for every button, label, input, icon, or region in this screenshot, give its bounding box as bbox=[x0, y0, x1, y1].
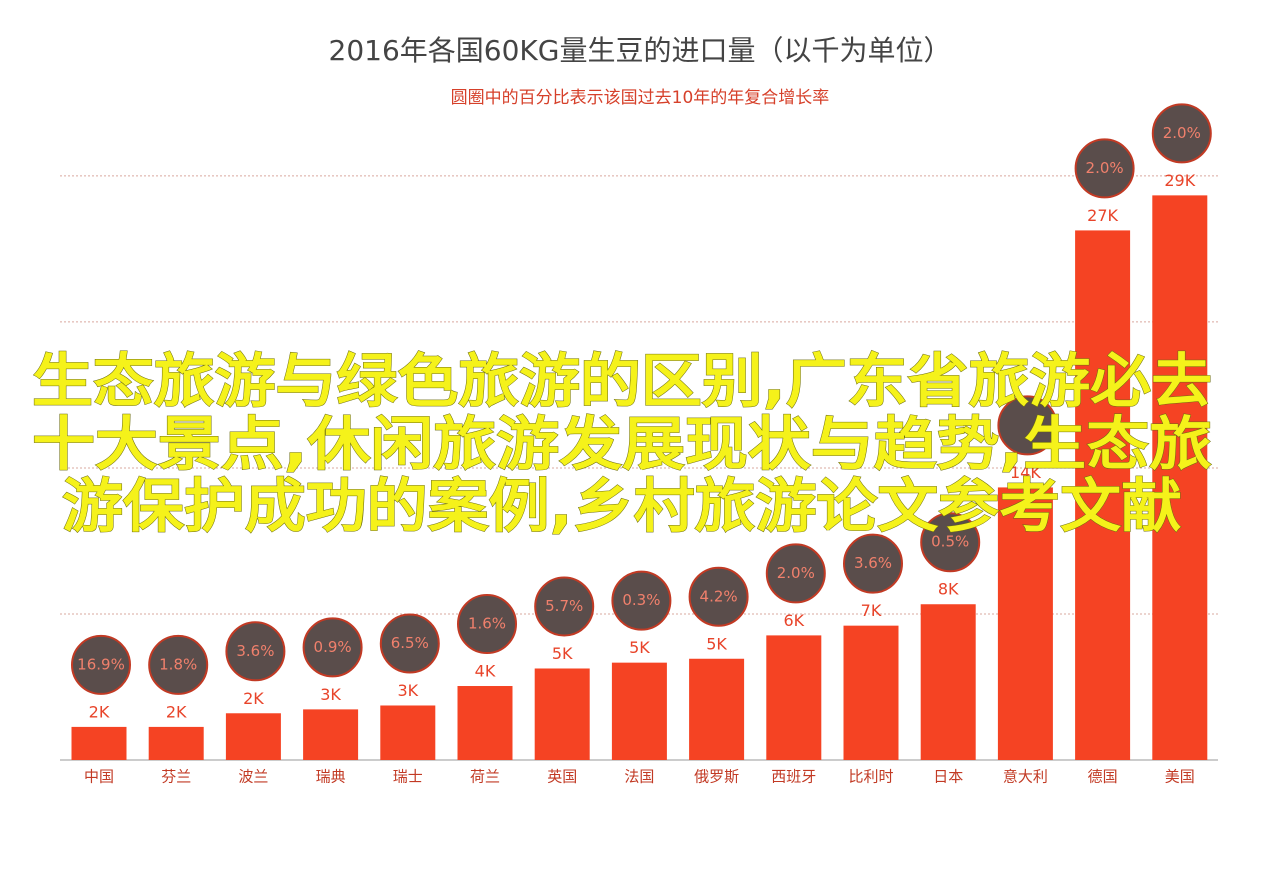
growth-label: 3.6% bbox=[854, 554, 892, 572]
chart-title: 2016年各国60KG量生豆的进口量（以千为单位） bbox=[329, 34, 952, 67]
growth-circle bbox=[843, 533, 903, 594]
growth-label: 0.3% bbox=[622, 591, 660, 609]
bar bbox=[920, 604, 976, 760]
x-tick-label: 日本 bbox=[933, 768, 963, 786]
overlay-text: 生态旅游与绿色旅游的区别,广东省旅游必去 bbox=[32, 347, 1212, 415]
growth-circle bbox=[534, 576, 595, 637]
value-label: 2K bbox=[243, 689, 264, 708]
value-label: 3K bbox=[397, 681, 418, 700]
value-label: 7K bbox=[861, 601, 882, 620]
x-tick-label: 美国 bbox=[1165, 768, 1195, 786]
bar bbox=[689, 658, 745, 760]
growth-label: 5.7% bbox=[545, 597, 583, 615]
value-label: 3K bbox=[320, 685, 341, 704]
growth-circle bbox=[457, 594, 517, 655]
bar bbox=[303, 709, 359, 760]
value-label: 14K bbox=[1010, 463, 1041, 482]
growth-circle bbox=[611, 570, 672, 631]
bar bbox=[225, 713, 281, 760]
growth-circle bbox=[71, 634, 131, 695]
x-tick-label: 俄罗斯 bbox=[694, 768, 739, 786]
growth-circle bbox=[997, 395, 1058, 456]
growth-label: 4.2% bbox=[700, 587, 738, 605]
overlay-text: 游保护成功的案例,乡村旅游论文参考文献 bbox=[62, 472, 1182, 540]
bar bbox=[148, 726, 204, 760]
x-tick-label: 德国 bbox=[1088, 768, 1118, 786]
growth-circle bbox=[1151, 103, 1212, 164]
value-label: 6K bbox=[783, 611, 804, 630]
value-label: 4K bbox=[475, 662, 496, 681]
x-tick-label: 意大利 bbox=[1003, 768, 1048, 786]
bar bbox=[997, 487, 1053, 760]
growth-label: 16.9% bbox=[77, 655, 125, 673]
value-label: 5K bbox=[552, 644, 573, 663]
value-label: 5K bbox=[706, 634, 727, 653]
value-label: 5K bbox=[629, 638, 650, 657]
value-label: 29K bbox=[1164, 171, 1195, 190]
bar bbox=[534, 668, 590, 760]
bar bbox=[71, 726, 127, 760]
growth-circle bbox=[1074, 138, 1135, 199]
growth-label: 2.0% bbox=[1086, 159, 1124, 177]
x-tick-label: 英国 bbox=[547, 768, 577, 786]
growth-label: 6.5% bbox=[391, 634, 429, 652]
growth-label: 1.8% bbox=[159, 655, 197, 673]
x-tick-label: 瑞典 bbox=[316, 768, 346, 786]
growth-label: 0.5% bbox=[931, 533, 969, 551]
chart-subtitle: 圆圈中的百分比表示该国过去10年的年复合增长率 bbox=[451, 88, 830, 108]
growth-circle bbox=[302, 617, 363, 678]
bar bbox=[1075, 230, 1131, 760]
x-tick-label: 法国 bbox=[624, 768, 654, 786]
x-tick-label: 中国 bbox=[84, 768, 114, 786]
growth-circle bbox=[688, 566, 749, 627]
growth-label: 1.6% bbox=[468, 615, 506, 633]
bar bbox=[843, 625, 899, 760]
x-tick-label: 芬兰 bbox=[161, 768, 191, 786]
growth-circle bbox=[765, 543, 826, 604]
growth-label: 2.0% bbox=[777, 564, 815, 582]
growth-circle bbox=[148, 634, 209, 695]
x-tick-label: 西班牙 bbox=[771, 768, 816, 786]
bar bbox=[1152, 195, 1208, 760]
growth-circle bbox=[920, 512, 981, 573]
growth-label: 3.6% bbox=[236, 642, 274, 660]
bar bbox=[380, 705, 436, 760]
growth-circle bbox=[379, 613, 440, 674]
overlay-text: 十大景点,休闲旅游发展现状与趋势,生态旅 bbox=[32, 410, 1212, 478]
value-label: 2K bbox=[166, 702, 187, 721]
value-label: 2K bbox=[89, 702, 110, 721]
x-tick-label: 波兰 bbox=[238, 768, 268, 786]
bar bbox=[766, 635, 822, 760]
x-tick-label: 瑞士 bbox=[393, 768, 423, 786]
growth-label: 2.0% bbox=[1163, 124, 1201, 142]
bar bbox=[611, 662, 667, 760]
x-tick-label: 荷兰 bbox=[470, 768, 500, 786]
growth-label: 0.9% bbox=[314, 638, 352, 656]
value-label: 8K bbox=[938, 580, 959, 599]
bar bbox=[457, 686, 513, 760]
x-tick-label: 比利时 bbox=[848, 768, 893, 786]
growth-circle bbox=[225, 621, 286, 682]
value-label: 27K bbox=[1087, 206, 1118, 225]
